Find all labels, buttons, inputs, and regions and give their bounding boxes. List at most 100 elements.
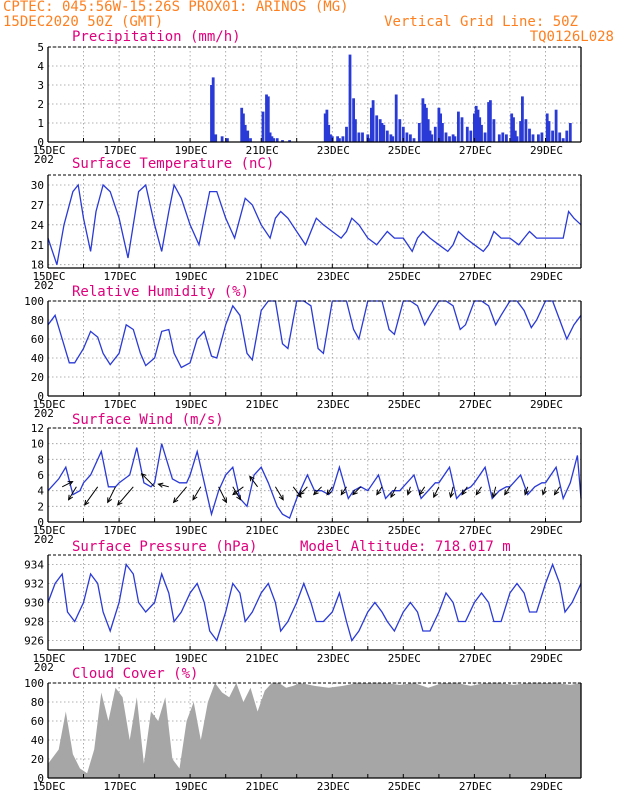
precip-bar — [474, 105, 478, 142]
precip-bar — [492, 119, 496, 142]
precip-ytick-label: 2 — [37, 98, 44, 111]
cloud-ytick-label: 20 — [31, 753, 44, 766]
precip-bar — [421, 98, 425, 142]
plot-area-precipitation: 0 1 2 3 4 5 15DEC 17DEC 19DEC 21DEC 23DEC 25DEC 27DE… — [32, 41, 582, 166]
precip-bar — [281, 140, 284, 142]
cloud-xtick-label: 15DEC — [32, 780, 65, 793]
panel-cloud-cover: Cloud Cover (%) 0 20 40 60 80 100 15DEC 17DEC 19… — [24, 666, 582, 793]
plot-area-pressure: 926 928 930 932 934 15DEC 17DEC 19DEC 21DEC 23DEC… — [24, 554, 582, 674]
precip-ytick-label: 0 — [37, 136, 44, 149]
pres-ytick-label: 932 — [24, 578, 44, 591]
pres-xtick-label: 29DEC — [530, 652, 563, 665]
precip-bar — [380, 123, 384, 142]
plot-area-wind: 0 2 4 6 8 10 12 15DEC 17DEC 19DEC 21DEC 23DEC 25DEC 2… — [31, 422, 582, 546]
pres-series-line — [47, 562, 582, 642]
precip-bar — [412, 138, 416, 142]
temp-xtick-label: 15DEC — [32, 270, 65, 283]
temp-xtick-label: 21DEC — [246, 270, 279, 283]
wind-vector-head — [157, 482, 164, 488]
precip-bar — [480, 124, 483, 142]
precip-bar — [327, 124, 331, 142]
precip-bar — [513, 130, 517, 142]
precip-bar — [426, 119, 430, 142]
pres-xtick-label: 25DEC — [388, 652, 421, 665]
wind-vector-head — [376, 489, 382, 496]
header-grid-note: Vertical Grid Line: 50Z — [384, 14, 578, 30]
wind-vector-head — [340, 489, 346, 496]
rh-xtick-label: 29DEC — [530, 398, 563, 411]
precip-bar — [465, 126, 469, 142]
rh-ytick-label: 80 — [31, 314, 44, 327]
rh-year-fragment: 202 — [34, 407, 54, 420]
temp-ytick-label: 30 — [31, 179, 44, 192]
precip-bar — [210, 85, 213, 142]
wind-vector-shaft — [249, 476, 259, 488]
temp-xtick-label: 27DEC — [459, 270, 492, 283]
precip-xtick-label: 15DEC — [32, 144, 65, 157]
wind-xtick-label: 21DEC — [246, 524, 279, 537]
precip-bar — [354, 119, 357, 142]
cloud-xtick-label: 29DEC — [530, 780, 563, 793]
precip-bar — [547, 121, 551, 142]
precip-bar — [510, 113, 514, 142]
precip-xtick-label: 19DEC — [175, 144, 208, 157]
cloud-xtick-label: 25DEC — [388, 780, 421, 793]
precip-bar — [423, 104, 427, 142]
rh-ytick-label: 100 — [24, 295, 44, 308]
precip-bar — [405, 132, 409, 142]
wind-vector-shaft — [173, 486, 187, 503]
precip-bar — [528, 128, 531, 142]
precip-bar — [478, 117, 482, 142]
header-location: CPTEC: 045:56W-15:26S PROX01: ARINOS (MG… — [3, 0, 349, 15]
plot-area-cloud-cover: 0 20 40 60 80 100 15DEC 17DEC 19DEC 21DEC 23DEC 25D… — [24, 677, 582, 793]
precip-bar — [329, 134, 332, 142]
wind-vector-head — [553, 489, 560, 496]
rh-series-line — [47, 300, 582, 369]
wind-xtick-label: 27DEC — [459, 524, 492, 537]
precip-xtick-label: 27DEC — [459, 144, 492, 157]
wind-vector-head — [449, 492, 455, 499]
precip-bar — [515, 136, 519, 142]
precip-bar — [246, 130, 250, 142]
wind-ytick-label: 12 — [31, 422, 44, 435]
temp-xtick-label: 23DEC — [317, 270, 350, 283]
precip-bar — [348, 54, 352, 142]
wind-vector-shaft — [390, 486, 397, 498]
precip-bar — [352, 98, 355, 142]
precip-xtick-label: 25DEC — [388, 144, 421, 157]
wind-vector-head — [232, 489, 238, 496]
wind-vector-head — [418, 489, 425, 496]
wind-vector-head — [475, 489, 481, 496]
temp-xtick-label: 19DEC — [175, 270, 208, 283]
wind-vector-shaft — [292, 486, 302, 498]
precip-bar — [211, 77, 215, 142]
temp-xtick-label: 17DEC — [104, 270, 137, 283]
temp-ytick-label: 21 — [31, 239, 44, 252]
wind-vector-shaft — [352, 486, 362, 495]
pres-xtick-label: 15DEC — [32, 652, 65, 665]
precip-bar — [554, 109, 558, 142]
precip-bar — [370, 107, 373, 142]
rh-ytick-label: 20 — [31, 371, 44, 384]
precip-bar — [512, 117, 515, 142]
model-altitude-note: Model Altitude: 718.017 m — [300, 539, 511, 555]
pres-ytick-label: 928 — [24, 616, 44, 629]
precip-bar — [441, 123, 444, 142]
wind-series-line — [47, 443, 582, 520]
precip-bar — [453, 136, 457, 142]
pres-ytick-label: 934 — [24, 559, 44, 572]
plot-area-humidity: 0 20 40 60 80 100 15DEC 17DEC 19DEC 21DEC 23DEC 25D… — [24, 295, 582, 420]
wind-vector-shaft — [232, 486, 242, 501]
wind-vector-shaft — [117, 486, 134, 506]
wind-vector-head — [236, 494, 242, 501]
rh-ytick-label: 40 — [31, 352, 44, 365]
cloud-xtick-label: 19DEC — [175, 780, 208, 793]
wind-vector-head — [278, 494, 284, 501]
precip-bar — [428, 130, 432, 142]
precip-bar — [540, 132, 544, 142]
wind-vector-head — [541, 489, 547, 496]
temp-ytick-label: 24 — [31, 219, 45, 232]
rh-ytick-label: 0 — [37, 390, 44, 403]
wind-year-fragment: 202 — [34, 533, 54, 546]
